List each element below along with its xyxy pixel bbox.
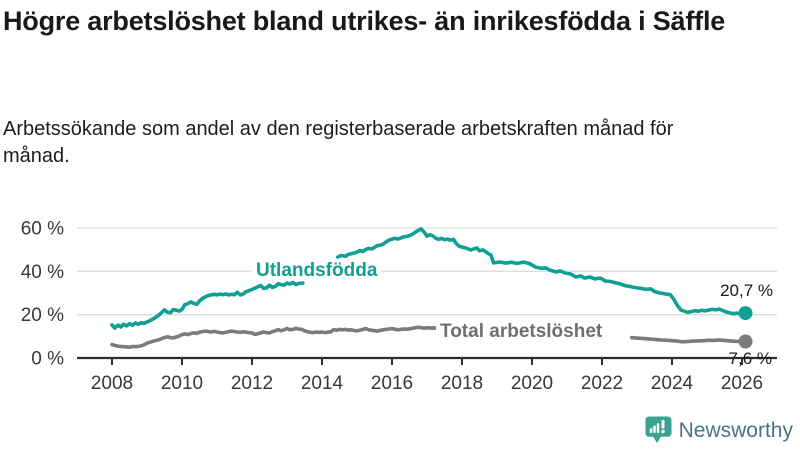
x-tick-label: 2022	[581, 373, 623, 394]
newsworthy-wordmark: Newsworthy	[678, 419, 793, 442]
x-tick-label: 2018	[441, 373, 483, 394]
end-value-total-arbetsloshet: 7,6 %	[728, 349, 772, 368]
series-line	[335, 227, 748, 316]
chart-subtitle: Arbetssökande som andel av den registerb…	[3, 118, 674, 167]
y-tick-label: 0 %	[31, 349, 64, 370]
series-line	[110, 280, 305, 330]
x-tick-label: 2024	[651, 373, 694, 394]
series-end-dot	[738, 334, 753, 349]
series-line	[110, 325, 440, 350]
x-tick-label: 2012	[231, 373, 273, 394]
x-tick-label: 2008	[91, 373, 133, 394]
newsworthy-bubble-icon	[645, 416, 672, 444]
x-tick-label: 2026	[721, 373, 763, 394]
series-label-total-arbetsloshet: Total arbetslöshet	[436, 322, 607, 341]
y-tick-label: 20 %	[21, 305, 64, 326]
x-tick-label: 2020	[511, 373, 553, 394]
end-value-utlandsfodda: 20,7 %	[720, 281, 773, 300]
y-tick-label: 40 %	[21, 262, 64, 283]
series-label-utlandsfodda: Utlandsfödda	[252, 261, 382, 280]
x-tick-label: 2014	[301, 373, 344, 394]
page-title: Högre arbetslöshet bland utrikes- än inr…	[3, 6, 726, 36]
y-tick-label: 60 %	[21, 219, 64, 240]
x-tick-label: 2016	[371, 373, 413, 394]
newsworthy-logo-link[interactable]: Newsworthy	[645, 416, 793, 445]
series-line	[629, 335, 748, 344]
x-tick-label: 2010	[161, 373, 203, 394]
series-end-dot	[738, 306, 753, 321]
